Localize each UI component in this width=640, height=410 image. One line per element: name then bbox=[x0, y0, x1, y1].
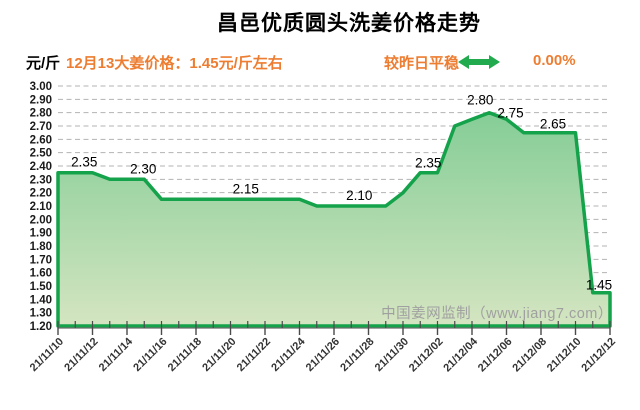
y-tick-label: 1.30 bbox=[30, 308, 52, 320]
x-tick-label: 21/12/02 bbox=[407, 336, 446, 375]
x-tick-label: 21/11/28 bbox=[338, 336, 376, 374]
y-tick-label: 2.70 bbox=[30, 121, 52, 133]
x-tick-label: 21/11/18 bbox=[166, 336, 204, 374]
x-tick-label: 21/12/06 bbox=[476, 336, 515, 375]
flat-trend-arrow-icon bbox=[458, 55, 500, 69]
y-tick-label: 3.00 bbox=[30, 81, 52, 93]
x-tick-label: 21/11/10 bbox=[28, 336, 66, 374]
trend-status-label: 较昨日平稳 bbox=[384, 55, 460, 72]
x-tick-label: 21/11/20 bbox=[200, 336, 238, 374]
x-tick-label: 21/11/22 bbox=[235, 336, 273, 374]
y-tick-label: 2.40 bbox=[30, 161, 52, 173]
y-tick-label: 2.50 bbox=[30, 148, 52, 160]
y-tick-label: 1.60 bbox=[30, 268, 52, 280]
point-label: 2.80 bbox=[467, 93, 493, 108]
y-tick-label: 2.30 bbox=[30, 174, 52, 186]
x-tick-label: 21/12/04 bbox=[441, 335, 480, 374]
x-tick-label: 21/12/12 bbox=[579, 336, 618, 375]
y-tick-label: 1.80 bbox=[30, 241, 52, 253]
y-axis-unit-label: 元/斤 bbox=[26, 55, 61, 72]
x-tick-label: 21/12/08 bbox=[510, 336, 549, 375]
y-tick-label: 1.20 bbox=[30, 321, 52, 333]
y-tick-label: 1.70 bbox=[30, 254, 52, 266]
current-price-note: 12月13大姜价格：1.45元/斤左右 bbox=[66, 55, 283, 72]
point-label: 1.45 bbox=[586, 278, 612, 293]
chart-title: 昌邑优质圆头洗姜价格走势 bbox=[217, 12, 481, 35]
x-tick-label: 21/11/14 bbox=[97, 335, 136, 374]
trend-percentage: 0.00% bbox=[533, 52, 576, 69]
y-tick-label: 2.20 bbox=[30, 188, 52, 200]
price-area bbox=[56, 110, 612, 328]
x-tick-label: 21/12/10 bbox=[545, 336, 584, 375]
y-tick-label: 2.10 bbox=[30, 201, 52, 213]
point-label: 2.15 bbox=[233, 181, 259, 196]
point-label: 2.30 bbox=[130, 161, 156, 176]
point-label: 2.10 bbox=[346, 188, 372, 203]
point-label: 2.75 bbox=[497, 105, 523, 120]
point-label: 2.65 bbox=[540, 117, 566, 132]
y-tick-label: 2.80 bbox=[30, 108, 52, 120]
x-tick-label: 21/11/26 bbox=[304, 336, 342, 374]
x-tick-label: 21/11/16 bbox=[131, 336, 169, 374]
point-label: 2.35 bbox=[415, 156, 441, 171]
y-tick-label: 1.90 bbox=[30, 228, 52, 240]
y-tick-label: 2.90 bbox=[30, 94, 52, 106]
y-tick-label: 1.40 bbox=[30, 294, 52, 306]
watermark-text: 中国姜网监制（www.jiang7.com） bbox=[381, 305, 613, 322]
x-tick-label: 21/11/30 bbox=[373, 336, 411, 374]
point-label: 2.35 bbox=[71, 155, 97, 170]
y-tick-label: 2.60 bbox=[30, 134, 52, 146]
y-tick-label: 2.00 bbox=[30, 214, 52, 226]
x-tick-label: 21/11/24 bbox=[269, 335, 308, 374]
y-tick-label: 1.50 bbox=[30, 281, 52, 293]
x-tick-label: 21/11/12 bbox=[62, 336, 100, 374]
